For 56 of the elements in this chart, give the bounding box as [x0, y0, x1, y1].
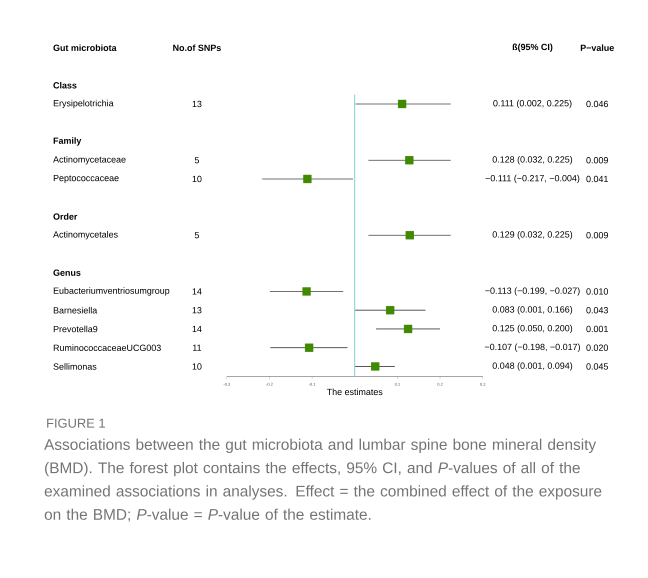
text: 10 [192, 176, 202, 182]
text: No.of SNPs [173, 44, 221, 52]
y-tick-label: Family [54, 138, 82, 146]
text: −0.111 (−0.217, −0.004) [486, 175, 580, 184]
text: 0.129 (0.032, 0.225) [492, 231, 572, 240]
y-tick-label: Eubacteriumventriosumgroup [54, 288, 170, 296]
text: 13 [192, 101, 202, 108]
text: 0.043 [586, 307, 608, 314]
point [406, 231, 414, 240]
point [303, 175, 312, 184]
text: 0.001 [586, 326, 608, 332]
y-tick-label: Class [53, 82, 77, 89]
text: 0.048 (0.001, 0.094) [492, 362, 572, 371]
text: 0.041 [586, 176, 608, 182]
y-tick-label: Prevotella9 [54, 326, 98, 332]
y-tick-label: Sellimonas [53, 363, 96, 370]
text: 5 [194, 232, 200, 239]
text: 14 [192, 288, 202, 295]
text: 0.111 (0.002, 0.225) [493, 100, 572, 108]
point [405, 156, 414, 165]
text: Associations between the gut microbiota and lumbar spine bone mineral density (BMD). The forest plot contains the effects, 95% CI, and P-values of all of the examined associations in analyses. Effect = the combined effect of the exposure on the BMD; P-value = P-value of the estimate. [44, 438, 602, 522]
point [302, 288, 311, 296]
y-tick-label: Barnesiella [54, 307, 98, 314]
text: 0.128 (0.032, 0.225) [492, 156, 572, 165]
text: ß(95% CI) [512, 44, 552, 52]
point [386, 306, 394, 315]
text: 0.125 (0.050, 0.200) [492, 325, 572, 334]
y-tick-label: Actinomycetales [53, 231, 118, 240]
y-tick-label: Actinomycetaceae [53, 156, 126, 165]
text: −0.107 (−0.198, −0.017) [484, 344, 580, 352]
text: 13 [192, 307, 202, 314]
text: 0.009 [586, 232, 608, 239]
text: 10 [192, 364, 202, 370]
text: −0.113 (−0.199, −0.027) [485, 288, 580, 296]
text: 0.010 [586, 288, 608, 295]
text: 0.045 [586, 364, 608, 370]
y-tick-label: Genus [53, 270, 80, 276]
text: P−value [580, 44, 614, 52]
text: 5 [194, 157, 200, 164]
point [404, 325, 412, 334]
y-axis-title: Gut microbiota [53, 44, 117, 52]
y-tick-label: RuminococcaceaeUCG003 [54, 344, 161, 352]
point [304, 344, 314, 352]
y-tick-label: Order [53, 213, 78, 220]
text: 0.046 [586, 101, 608, 108]
y-tick-label: Peptococcaceae [54, 175, 119, 184]
text: 0.083 (0.001, 0.166) [492, 306, 572, 315]
text: 14 [192, 326, 202, 332]
y-tick-label: Erysipelotrichia [54, 100, 114, 108]
point [371, 362, 380, 371]
text: 0.020 [586, 344, 608, 352]
point [398, 100, 406, 108]
text: 0.009 [586, 157, 608, 164]
x-axis-title: The estimates [326, 388, 382, 396]
text: 11 [192, 344, 202, 352]
text: FIGURE 1 [47, 418, 105, 428]
